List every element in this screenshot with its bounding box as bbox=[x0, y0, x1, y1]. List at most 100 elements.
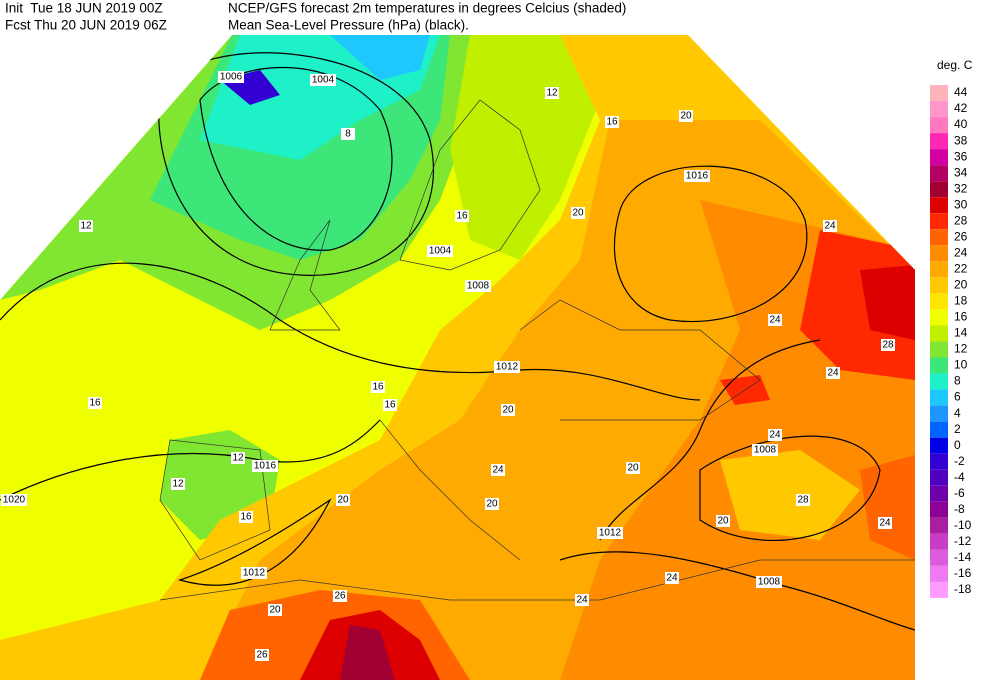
legend-swatch bbox=[930, 101, 948, 118]
temperature-label-box bbox=[88, 397, 102, 409]
temperature-label-box bbox=[679, 110, 693, 122]
temperature-label-box bbox=[255, 649, 269, 661]
legend-label: -6 bbox=[954, 486, 965, 500]
temperature-label-box bbox=[79, 220, 93, 232]
legend-swatch bbox=[930, 469, 948, 486]
temperature-label-box bbox=[878, 517, 892, 529]
legend-swatch bbox=[930, 373, 948, 390]
temperature-label-box bbox=[336, 494, 350, 506]
temperature-label: 24 bbox=[769, 315, 781, 326]
temperature-label: 24 bbox=[492, 465, 504, 476]
temperature-label-box bbox=[371, 381, 385, 393]
temperature-label-box bbox=[826, 367, 840, 379]
legend-swatch bbox=[930, 517, 948, 534]
temperature-label: 20 bbox=[337, 495, 349, 506]
temperature-label: 20 bbox=[269, 605, 281, 616]
legend-swatch bbox=[930, 389, 948, 406]
legend-label: -2 bbox=[954, 454, 965, 468]
init-line: Init Tue 18 JUN 2019 00Z bbox=[5, 1, 163, 16]
temperature-label-box bbox=[383, 399, 397, 411]
temperature-label: 20 bbox=[717, 516, 729, 527]
legend-label: 26 bbox=[954, 229, 968, 243]
legend-swatch bbox=[930, 165, 948, 182]
isobar-label-box bbox=[684, 170, 710, 182]
temperature-label: 20 bbox=[680, 111, 692, 122]
legend-swatch bbox=[930, 85, 948, 101]
legend-swatch bbox=[930, 565, 948, 582]
legend-swatch bbox=[930, 405, 948, 422]
temperature-label-box bbox=[665, 572, 679, 584]
legend-swatch bbox=[930, 453, 948, 470]
legend-label: 0 bbox=[954, 438, 961, 452]
temperature-label: 16 bbox=[89, 398, 101, 409]
legend-title: deg. C bbox=[937, 58, 973, 72]
legend-swatch bbox=[930, 421, 948, 438]
legend-swatch bbox=[930, 293, 948, 310]
temperature-field bbox=[0, 35, 915, 680]
isobar-label: 1016 bbox=[686, 171, 709, 182]
temperature-label: 24 bbox=[824, 221, 836, 232]
legend-label: -18 bbox=[954, 582, 972, 596]
temperature-label-box bbox=[333, 590, 347, 602]
isobar-label: 1020 bbox=[3, 495, 26, 506]
legend-swatch bbox=[930, 437, 948, 454]
legend-swatch bbox=[930, 549, 948, 566]
legend-label: 4 bbox=[954, 406, 961, 420]
temperature-label: 28 bbox=[797, 495, 809, 506]
legend-label: 14 bbox=[954, 326, 968, 340]
temperature-label: 24 bbox=[769, 430, 781, 441]
legend-label: 20 bbox=[954, 278, 968, 292]
legend-label: 40 bbox=[954, 117, 968, 131]
temperature-label: 24 bbox=[879, 518, 891, 529]
legend-label: 34 bbox=[954, 165, 968, 179]
isobar-label-box bbox=[427, 245, 453, 257]
legend-label: -4 bbox=[954, 470, 965, 484]
legend-label: 24 bbox=[954, 245, 968, 259]
legend-label: 16 bbox=[954, 310, 968, 324]
temperature-label-box bbox=[239, 511, 253, 523]
temperature-label: 16 bbox=[384, 400, 396, 411]
map-title: NCEP/GFS forecast 2m temperatures in deg… bbox=[228, 1, 626, 16]
temperature-label-box bbox=[545, 87, 559, 99]
legend-label: 28 bbox=[954, 213, 968, 227]
temperature-label-box bbox=[571, 207, 585, 219]
isobar-label-box bbox=[218, 71, 244, 83]
color-legend: 4442403836343230282624222018161412108642… bbox=[930, 85, 972, 598]
legend-label: -10 bbox=[954, 518, 972, 532]
temperature-label: 16 bbox=[372, 382, 384, 393]
temperature-label: 12 bbox=[172, 479, 184, 490]
isobar-label: 1008 bbox=[467, 281, 490, 292]
isobar-label: 1012 bbox=[496, 362, 519, 373]
isobar-label-box bbox=[597, 527, 623, 539]
legend-label: -14 bbox=[954, 550, 972, 564]
isobar-label: 1004 bbox=[429, 246, 452, 257]
legend-label: 38 bbox=[954, 133, 968, 147]
temperature-label-box bbox=[341, 128, 355, 140]
isobar-label-box bbox=[310, 74, 336, 86]
temperature-label-box bbox=[716, 515, 730, 527]
temperature-label-box bbox=[485, 498, 499, 510]
temperature-label-box bbox=[605, 116, 619, 128]
temperature-label-box bbox=[455, 210, 469, 222]
isobar-label-box bbox=[756, 576, 782, 588]
temperature-label: 16 bbox=[240, 512, 252, 523]
legend-swatch bbox=[930, 533, 948, 550]
isobar-label: 1008 bbox=[758, 577, 781, 588]
isobar-label-box bbox=[465, 280, 491, 292]
legend-label: 30 bbox=[954, 197, 968, 211]
temperature-label: 12 bbox=[80, 221, 92, 232]
legend-swatch bbox=[930, 149, 948, 166]
isobar-label-box bbox=[241, 567, 267, 579]
legend-swatch bbox=[930, 213, 948, 230]
legend-swatch bbox=[930, 309, 948, 326]
temperature-label: 20 bbox=[502, 405, 514, 416]
legend-label: -12 bbox=[954, 534, 972, 548]
legend-swatch bbox=[930, 501, 948, 518]
temperature-label: 20 bbox=[486, 499, 498, 510]
temperature-label-box bbox=[491, 464, 505, 476]
legend-label: 44 bbox=[954, 85, 968, 99]
isobar-label: 1006 bbox=[220, 72, 243, 83]
legend-swatch bbox=[930, 581, 948, 598]
legend-swatch bbox=[930, 117, 948, 134]
